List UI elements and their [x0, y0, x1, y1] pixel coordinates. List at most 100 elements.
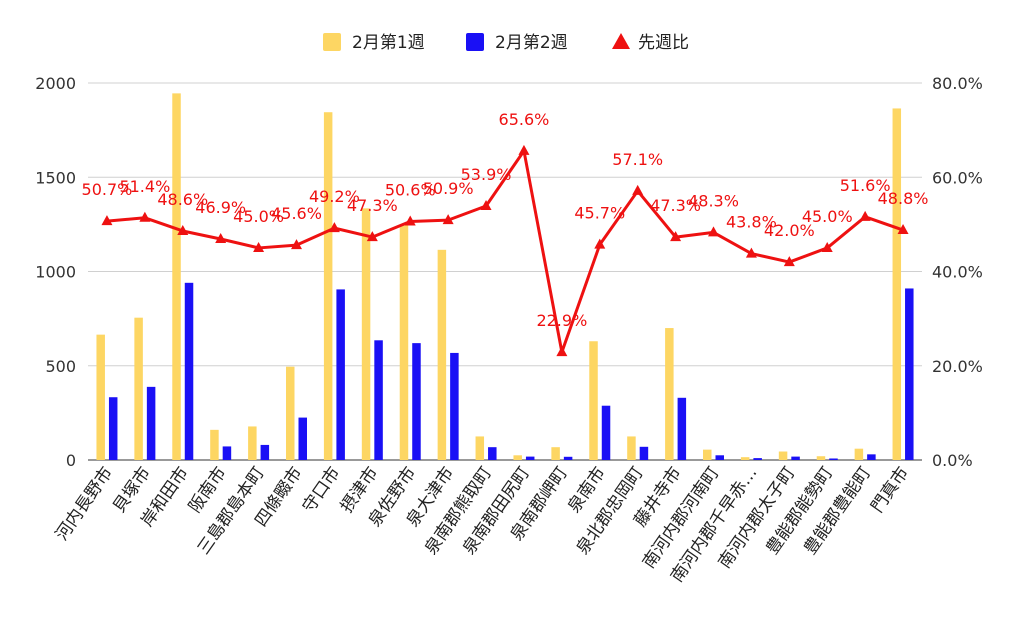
ratio-data-label: 49.2%	[309, 187, 360, 206]
bar-week1	[778, 451, 788, 460]
bar-week2	[639, 446, 649, 460]
left-tick-label: 0	[66, 451, 76, 470]
bar-week1	[399, 225, 409, 460]
ratio-point	[859, 210, 871, 221]
bar-week1	[248, 426, 257, 460]
bar-week2	[146, 386, 156, 460]
ratio-data-label: 65.6%	[499, 110, 550, 129]
right-tick-label: 60.0%	[932, 168, 983, 187]
ratio-data-label: 45.0%	[802, 207, 853, 226]
bar-week2	[525, 456, 535, 460]
ratio-data-label: 42.0%	[764, 221, 815, 240]
ratio-point	[139, 211, 151, 222]
legend-label: 先週比	[638, 33, 689, 53]
bar-week2	[867, 454, 876, 460]
gridlines	[88, 82, 922, 461]
bar-week2	[563, 456, 573, 460]
bar-week1	[627, 436, 636, 460]
category-labels: 河内長野市貝塚市岸和田市阪南市三島郡島本町四條畷市守口市摂津市泉佐野市泉大津市泉…	[52, 463, 913, 586]
bar-week2	[450, 352, 459, 460]
ratio-point	[442, 214, 454, 225]
ratio-data-label: 51.6%	[840, 176, 891, 195]
ratio-point	[670, 231, 682, 242]
ratio-point	[821, 241, 833, 252]
ratio-point	[253, 241, 265, 252]
ratio-point	[215, 232, 227, 243]
bar-week1	[551, 447, 560, 460]
ratio-point	[291, 239, 302, 250]
legend-swatch	[466, 33, 484, 51]
ratio-point	[480, 199, 492, 210]
category-label: 河内長野市	[52, 463, 117, 544]
ratio-data-label: 43.8%	[726, 213, 777, 232]
ratio-point	[177, 224, 189, 235]
bar-week2	[791, 456, 800, 460]
bar-week2	[298, 417, 307, 460]
ratio-point	[404, 215, 416, 226]
bar-week2	[753, 458, 762, 460]
left-tick-label: 2000	[35, 74, 76, 93]
bar-week2	[108, 397, 118, 460]
bar-week1	[437, 249, 447, 460]
right-axis-ticks: 0.0% 20.0% 40.0% 60.0% 80.0%	[932, 74, 983, 470]
ratio-data-label: 50.9%	[423, 179, 474, 198]
right-tick-label: 0.0%	[932, 451, 973, 470]
left-tick-label: 1000	[35, 263, 76, 282]
ratio-data-label: 48.6%	[157, 190, 208, 209]
bar-week1	[134, 317, 143, 460]
ratio-point	[897, 224, 909, 235]
category-label: 門真市	[868, 463, 914, 516]
ratio-point	[556, 346, 568, 357]
ratio-point	[366, 231, 378, 242]
ratio-data-label: 50.7%	[82, 180, 133, 199]
bar-week1	[740, 457, 750, 460]
legend-label: 2月第2週	[495, 33, 568, 53]
bar-week1	[665, 328, 674, 460]
ratio-data-label: 45.7%	[574, 204, 625, 223]
bar-week1	[323, 112, 333, 460]
right-tick-label: 40.0%	[932, 263, 983, 282]
bar-week2	[677, 397, 687, 460]
category-label: 守口市	[299, 463, 345, 516]
ratio-point	[594, 238, 606, 249]
left-tick-label: 1500	[35, 168, 76, 187]
legend-label: 2月第1週	[352, 33, 425, 53]
ratio-data-label: 45.0%	[233, 207, 284, 226]
ratio-data-label: 22.9%	[536, 311, 587, 330]
bar-week2	[222, 446, 232, 460]
bar-week1	[589, 341, 598, 460]
ratio-line	[106, 149, 904, 354]
ratio-point	[783, 256, 795, 267]
ratio-data-label: 47.3%	[650, 196, 701, 215]
right-tick-label: 20.0%	[932, 357, 983, 376]
bar-week1	[172, 93, 181, 461]
left-tick-label: 500	[45, 357, 76, 376]
bar-week1	[475, 436, 485, 460]
ratio-data-label: 48.3%	[688, 191, 739, 210]
bar-week1	[96, 334, 105, 460]
legend-swatch	[323, 33, 341, 51]
ratio-data-label: 45.6%	[271, 204, 322, 223]
bar-week2	[374, 340, 383, 460]
bar-week1	[854, 448, 864, 460]
bar-week2	[488, 447, 497, 460]
ratio-point	[745, 247, 757, 258]
bar-week2	[412, 343, 421, 460]
left-axis-ticks: 0 500 1000 1500 2000	[35, 74, 76, 470]
ratio-data-label: 48.8%	[878, 189, 929, 208]
bar-week1	[513, 455, 522, 460]
bar-week1	[286, 366, 295, 460]
bar-week1	[703, 449, 712, 460]
bar-week2	[184, 282, 194, 460]
ratio-point	[518, 144, 530, 155]
ratio-data-label: 47.3%	[347, 196, 398, 215]
ratio-point	[328, 222, 340, 233]
right-tick-label: 80.0%	[932, 74, 983, 93]
bar-week1	[361, 208, 371, 460]
legend: 2月第1週 2月第2週 先週比	[323, 33, 689, 53]
bar-week1	[816, 456, 826, 460]
bar-week2	[601, 405, 611, 460]
ratio-data-label: 46.9%	[195, 198, 246, 217]
bar-week2	[715, 455, 724, 460]
